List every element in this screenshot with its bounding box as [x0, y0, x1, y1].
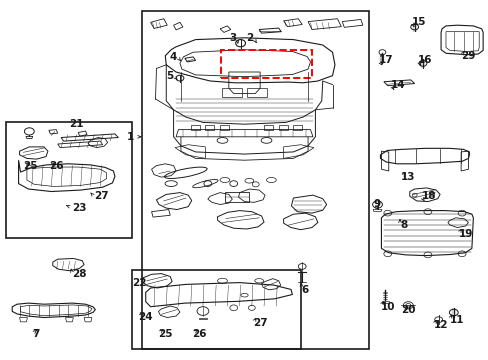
Bar	[278, 125, 287, 130]
Text: 11: 11	[449, 315, 464, 325]
Text: 20: 20	[400, 305, 415, 315]
Text: 4: 4	[169, 51, 177, 62]
Text: 9: 9	[373, 199, 380, 210]
Text: 21: 21	[69, 119, 83, 129]
Text: 13: 13	[400, 172, 415, 182]
Text: 2: 2	[245, 33, 253, 43]
Text: 22: 22	[132, 278, 147, 288]
Text: 7: 7	[32, 329, 39, 339]
Text: 10: 10	[380, 302, 394, 312]
Text: 27: 27	[253, 318, 267, 328]
Text: 19: 19	[458, 229, 472, 239]
Text: 29: 29	[460, 51, 474, 61]
Text: 17: 17	[378, 55, 393, 66]
Text: 25: 25	[23, 161, 38, 171]
Text: 26: 26	[192, 329, 206, 339]
Bar	[246, 88, 266, 97]
Text: 14: 14	[390, 80, 405, 90]
Bar	[222, 88, 242, 97]
Text: 8: 8	[399, 220, 407, 230]
Text: 27: 27	[94, 191, 108, 201]
Text: 23: 23	[72, 203, 87, 213]
Bar	[293, 125, 302, 130]
Text: 18: 18	[421, 191, 435, 201]
Text: 28: 28	[72, 269, 87, 279]
Bar	[224, 192, 249, 202]
Bar	[142, 11, 368, 349]
Bar	[6, 122, 132, 238]
Text: 26: 26	[49, 161, 63, 171]
Text: 12: 12	[433, 320, 447, 330]
Bar	[132, 270, 300, 349]
Bar	[264, 125, 272, 130]
Text: 3: 3	[229, 33, 236, 43]
Text: 24: 24	[138, 312, 153, 322]
Bar	[190, 125, 199, 130]
Text: 6: 6	[301, 285, 308, 295]
Bar	[221, 50, 311, 78]
Text: 25: 25	[158, 329, 172, 339]
Bar	[220, 125, 228, 130]
Bar	[205, 125, 214, 130]
Text: 1: 1	[126, 132, 134, 142]
Text: 16: 16	[417, 55, 432, 66]
Text: 15: 15	[411, 17, 426, 27]
Text: 5: 5	[166, 71, 173, 81]
